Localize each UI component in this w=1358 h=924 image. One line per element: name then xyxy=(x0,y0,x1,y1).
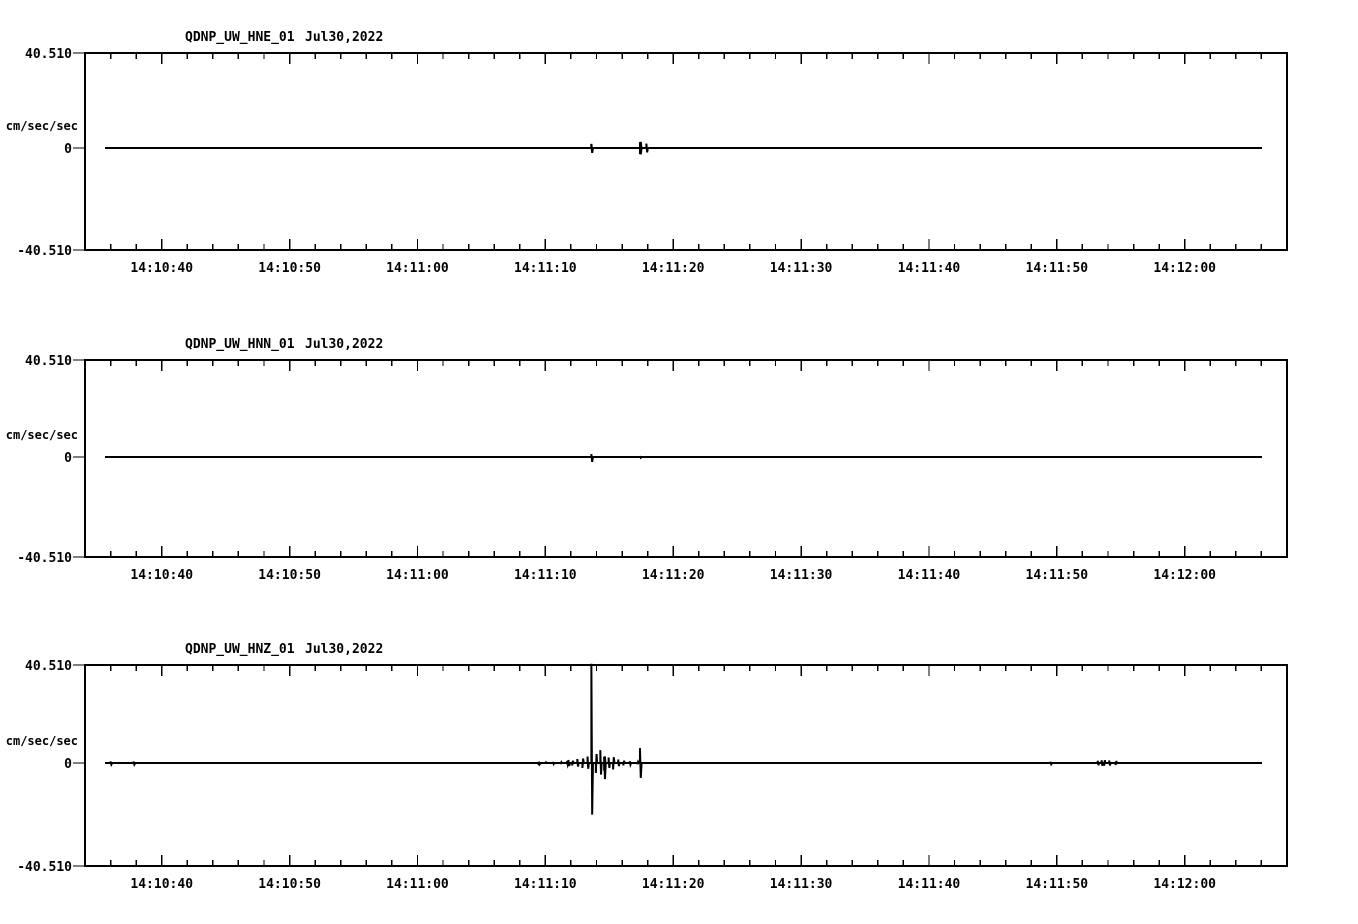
waveform-late-burst xyxy=(1082,760,1134,766)
y-axis-min-label: -40.510 xyxy=(17,244,72,259)
y-axis-zero-label: 0 xyxy=(64,451,72,466)
x-axis-tick-label: 14:11:40 xyxy=(898,877,961,892)
x-axis-tick-label: 14:12:00 xyxy=(1153,568,1216,583)
y-axis-max-label: 40.510 xyxy=(25,354,72,369)
x-axis-tick-label: 14:11:20 xyxy=(642,261,705,276)
x-axis-tick-label: 14:11:50 xyxy=(1026,568,1089,583)
waveform-trace xyxy=(105,663,1262,815)
x-axis-tick-label: 14:11:00 xyxy=(386,877,449,892)
x-axis-tick-label: 14:11:50 xyxy=(1026,877,1089,892)
x-axis-tick-label: 14:11:30 xyxy=(770,877,833,892)
panel-title-date: Jul30,2022 xyxy=(305,337,383,352)
x-axis-tick-label: 14:10:50 xyxy=(258,568,321,583)
x-axis-tick-label: 14:10:40 xyxy=(130,877,193,892)
x-axis-tick-label: 14:11:50 xyxy=(1026,261,1089,276)
panel-title-station: QDNP_UW_HNN_01 xyxy=(185,337,295,352)
y-axis-unit-label: cm/sec/sec xyxy=(6,734,78,748)
x-axis-tick-label: 14:12:00 xyxy=(1153,877,1216,892)
y-axis-min-label: -40.510 xyxy=(17,860,72,875)
waveform-coda xyxy=(524,750,648,775)
x-axis-tick-label: 14:11:40 xyxy=(898,261,961,276)
x-axis-tick-label: 14:11:10 xyxy=(514,261,577,276)
x-axis-tick-label: 14:11:30 xyxy=(770,568,833,583)
waveform-detail xyxy=(558,141,674,155)
y-axis-min-label: -40.510 xyxy=(17,551,72,566)
x-axis-tick-label: 14:11:00 xyxy=(386,261,449,276)
x-axis-tick-label: 14:11:30 xyxy=(770,261,833,276)
panel-title-station: QDNP_UW_HNZ_01 xyxy=(185,642,295,657)
x-axis-tick-label: 14:10:50 xyxy=(258,877,321,892)
y-axis-unit-label: cm/sec/sec xyxy=(6,119,78,133)
y-axis-zero-label: 0 xyxy=(64,757,72,772)
plot-frame xyxy=(84,664,1288,867)
x-axis-tick-label: 14:11:10 xyxy=(514,877,577,892)
x-axis-tick-label: 14:12:00 xyxy=(1153,261,1216,276)
y-axis-unit-label: cm/sec/sec xyxy=(6,428,78,442)
x-axis-tick-label: 14:11:40 xyxy=(898,568,961,583)
waveform-trace xyxy=(105,453,1262,463)
x-axis-tick-label: 14:11:10 xyxy=(514,568,577,583)
plot-frame xyxy=(84,359,1288,558)
x-axis-tick-label: 14:10:40 xyxy=(130,568,193,583)
x-axis-tick-label: 14:10:50 xyxy=(258,261,321,276)
plot-frame xyxy=(84,52,1288,251)
y-axis-max-label: 40.510 xyxy=(25,47,72,62)
panel-title-date: Jul30,2022 xyxy=(305,642,383,657)
x-axis-tick-label: 14:11:00 xyxy=(386,568,449,583)
panel-title-date: Jul30,2022 xyxy=(305,30,383,45)
panel-title-station: QDNP_UW_HNE_01 xyxy=(185,30,295,45)
y-axis-max-label: 40.510 xyxy=(25,659,72,674)
x-axis-tick-label: 14:11:20 xyxy=(642,568,705,583)
x-axis-tick-label: 14:11:20 xyxy=(642,877,705,892)
y-axis-zero-label: 0 xyxy=(64,142,72,157)
waveform-trace xyxy=(105,142,1262,155)
x-axis-tick-label: 14:10:40 xyxy=(130,261,193,276)
